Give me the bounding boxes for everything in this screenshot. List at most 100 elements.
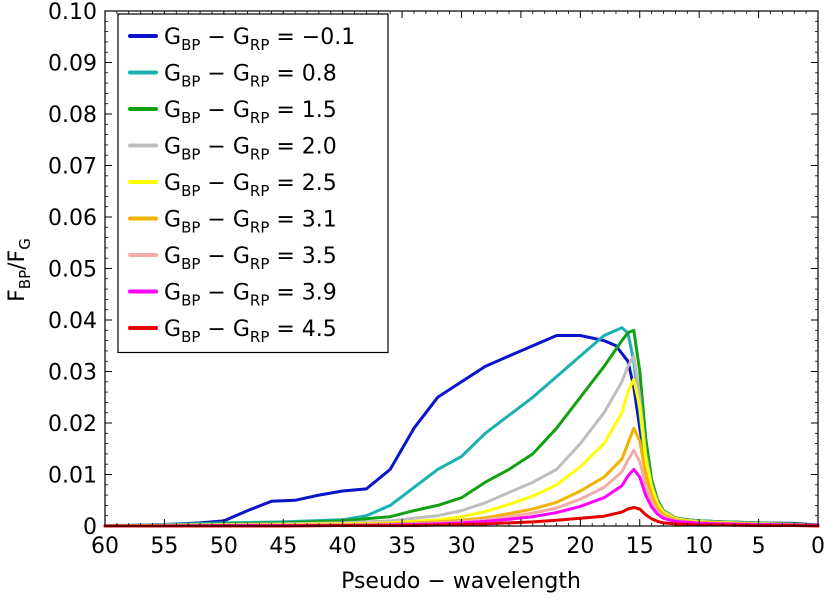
series-line-2 [103, 328, 820, 528]
legend-text-part: G [164, 171, 181, 196]
x-tick-label-11: 5 [752, 534, 766, 559]
legend-text-part: G [233, 98, 250, 123]
y-axis-label-sub1: BP [16, 270, 34, 289]
legend-entry-4: GBP − GRP = 2.5 [164, 171, 337, 200]
legend-text-part: = 3.1 [269, 208, 336, 233]
legend-text-part: BP [181, 328, 200, 346]
legend-text-part: − [200, 208, 232, 233]
legend-text-part: G [164, 98, 181, 123]
y-axis-label: FBP/FG [5, 238, 34, 302]
legend-text-part: BP [181, 182, 200, 200]
legend-text-part: RP [250, 328, 269, 346]
legend-text-part: G [164, 208, 181, 233]
x-tick-label-0: 60 [91, 534, 119, 559]
legend-text-part: = −0.1 [269, 25, 355, 50]
legend-text-part: G [233, 171, 250, 196]
x-tick-label-10: 10 [685, 534, 713, 559]
y-tick-label-10: 0.10 [48, 0, 97, 25]
x-tick-label-1: 55 [150, 534, 178, 559]
legend-text-part: RP [250, 255, 269, 273]
legend-text-part: G [233, 281, 250, 306]
legend-text-part: − [200, 171, 232, 196]
x-tick-label-4: 40 [329, 534, 357, 559]
legend-text-part: − [200, 244, 232, 269]
legend-text-part: G [233, 62, 250, 87]
legend-text-part: − [200, 317, 232, 342]
y-axis-label-main: F [5, 289, 30, 302]
legend-text-part: RP [250, 36, 269, 54]
legend-entry-3: GBP − GRP = 2.0 [164, 135, 337, 164]
series-layer [103, 326, 820, 528]
legend-text-part: G [233, 208, 250, 233]
legend-entry-8: GBP − GRP = 4.5 [164, 317, 337, 346]
legend-text-part: G [233, 25, 250, 50]
y-tick-label-8: 0.08 [48, 103, 97, 128]
y-tick-label-4: 0.04 [48, 309, 97, 334]
x-tick-label-12: 0 [811, 534, 825, 559]
x-tick-label-9: 15 [626, 534, 654, 559]
legend-text-part: BP [181, 146, 200, 164]
legend-text-part: G [164, 62, 181, 87]
legend-entry-2: GBP − GRP = 1.5 [164, 98, 337, 127]
x-tick-label-7: 25 [507, 534, 535, 559]
legend-text-part: G [164, 317, 181, 342]
y-tick-label-1: 0.01 [48, 464, 97, 489]
legend-box [117, 13, 389, 354]
legend-text-part: = 2.0 [269, 135, 336, 160]
legend-text-part: RP [250, 73, 269, 91]
legend-text-part: G [164, 25, 181, 50]
legend-text-part: G [164, 135, 181, 160]
y-tick-label-6: 0.06 [48, 206, 97, 231]
legend-text-part: RP [250, 292, 269, 310]
x-tick-label-5: 35 [388, 534, 416, 559]
legend-text-part: G [233, 317, 250, 342]
y-tick-label-2: 0.02 [48, 412, 97, 437]
legend-text-part: = 3.9 [269, 281, 336, 306]
legend-text-part: RP [250, 219, 269, 237]
x-axis-label: Pseudo − wavelength [341, 569, 581, 594]
legend-text-part: − [200, 281, 232, 306]
legend-text-part: BP [181, 36, 200, 54]
legend-text-part: RP [250, 146, 269, 164]
legend-text-part: BP [181, 292, 200, 310]
x-tick-label-2: 50 [210, 534, 238, 559]
legend-text-part: − [200, 135, 232, 160]
y-tick-label-3: 0.03 [48, 361, 97, 386]
y-tick-label-9: 0.09 [48, 52, 97, 77]
axes-layer: 60 55 50 45 40 35 30 25 20 15 10 5 000.010.020.030.0… [48, 0, 825, 559]
series-line-6 [103, 448, 820, 528]
legend-entry-6: GBP − GRP = 3.5 [164, 244, 337, 273]
x-tick-label-8: 20 [566, 534, 594, 559]
legend-entry-1: GBP − GRP = 0.8 [164, 62, 337, 91]
legend-text-part: = 4.5 [269, 317, 336, 342]
y-tick-label-0: 0 [83, 515, 97, 540]
y-tick-label-7: 0.07 [48, 155, 97, 180]
legend-text-part: − [200, 98, 232, 123]
legend-entry-7: GBP − GRP = 3.9 [164, 281, 337, 310]
legend-text-part: − [200, 62, 232, 87]
legend-text-part: = 1.5 [269, 98, 336, 123]
legend-entry-5: GBP − GRP = 3.1 [164, 208, 337, 237]
x-tick-label-6: 30 [448, 534, 476, 559]
legend-text-part: BP [181, 109, 200, 127]
legend-text-part: = 3.5 [269, 244, 336, 269]
legend-text-part: BP [181, 219, 200, 237]
legend-text-part: RP [250, 109, 269, 127]
y-axis-label-slash: /F [5, 250, 30, 270]
legend-text-part: BP [181, 255, 200, 273]
y-axis-label-sub2: G [16, 238, 34, 250]
legend-text-part: − [200, 25, 232, 50]
y-tick-label-5: 0.05 [48, 258, 97, 283]
legend-entry-0: GBP − GRP = −0.1 [164, 25, 355, 54]
legend-text-part: = 0.8 [269, 62, 336, 87]
legend-text-part: RP [250, 182, 269, 200]
legend-text-part: G [233, 244, 250, 269]
legend-text-part: = 2.5 [269, 171, 336, 196]
legend-text-part: G [164, 244, 181, 269]
legend-text-part: G [233, 135, 250, 160]
x-tick-label-3: 45 [269, 534, 297, 559]
legend-text-part: G [164, 281, 181, 306]
